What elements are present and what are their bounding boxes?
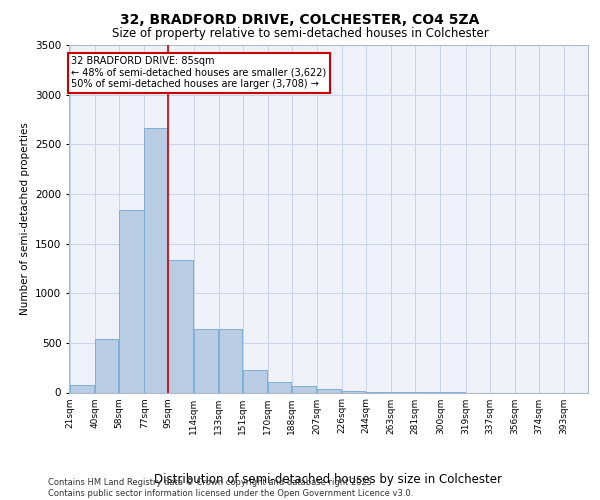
Text: 32 BRADFORD DRIVE: 85sqm
← 48% of semi-detached houses are smaller (3,622)
50% o: 32 BRADFORD DRIVE: 85sqm ← 48% of semi-d… — [71, 56, 326, 89]
Bar — [145, 128, 167, 392]
Text: Size of property relative to semi-detached houses in Colchester: Size of property relative to semi-detach… — [112, 28, 488, 40]
Bar — [317, 389, 341, 392]
Bar — [119, 210, 143, 392]
Bar — [292, 386, 316, 392]
Text: Contains HM Land Registry data © Crown copyright and database right 2025.
Contai: Contains HM Land Registry data © Crown c… — [48, 478, 413, 498]
Bar — [268, 382, 291, 392]
Bar — [194, 330, 218, 392]
Bar — [168, 260, 193, 392]
Bar — [242, 370, 267, 392]
X-axis label: Distribution of semi-detached houses by size in Colchester: Distribution of semi-detached houses by … — [155, 472, 503, 486]
Text: 32, BRADFORD DRIVE, COLCHESTER, CO4 5ZA: 32, BRADFORD DRIVE, COLCHESTER, CO4 5ZA — [121, 12, 479, 26]
Bar — [70, 385, 94, 392]
Bar — [219, 329, 242, 392]
Bar — [95, 340, 118, 392]
Y-axis label: Number of semi-detached properties: Number of semi-detached properties — [20, 122, 29, 315]
